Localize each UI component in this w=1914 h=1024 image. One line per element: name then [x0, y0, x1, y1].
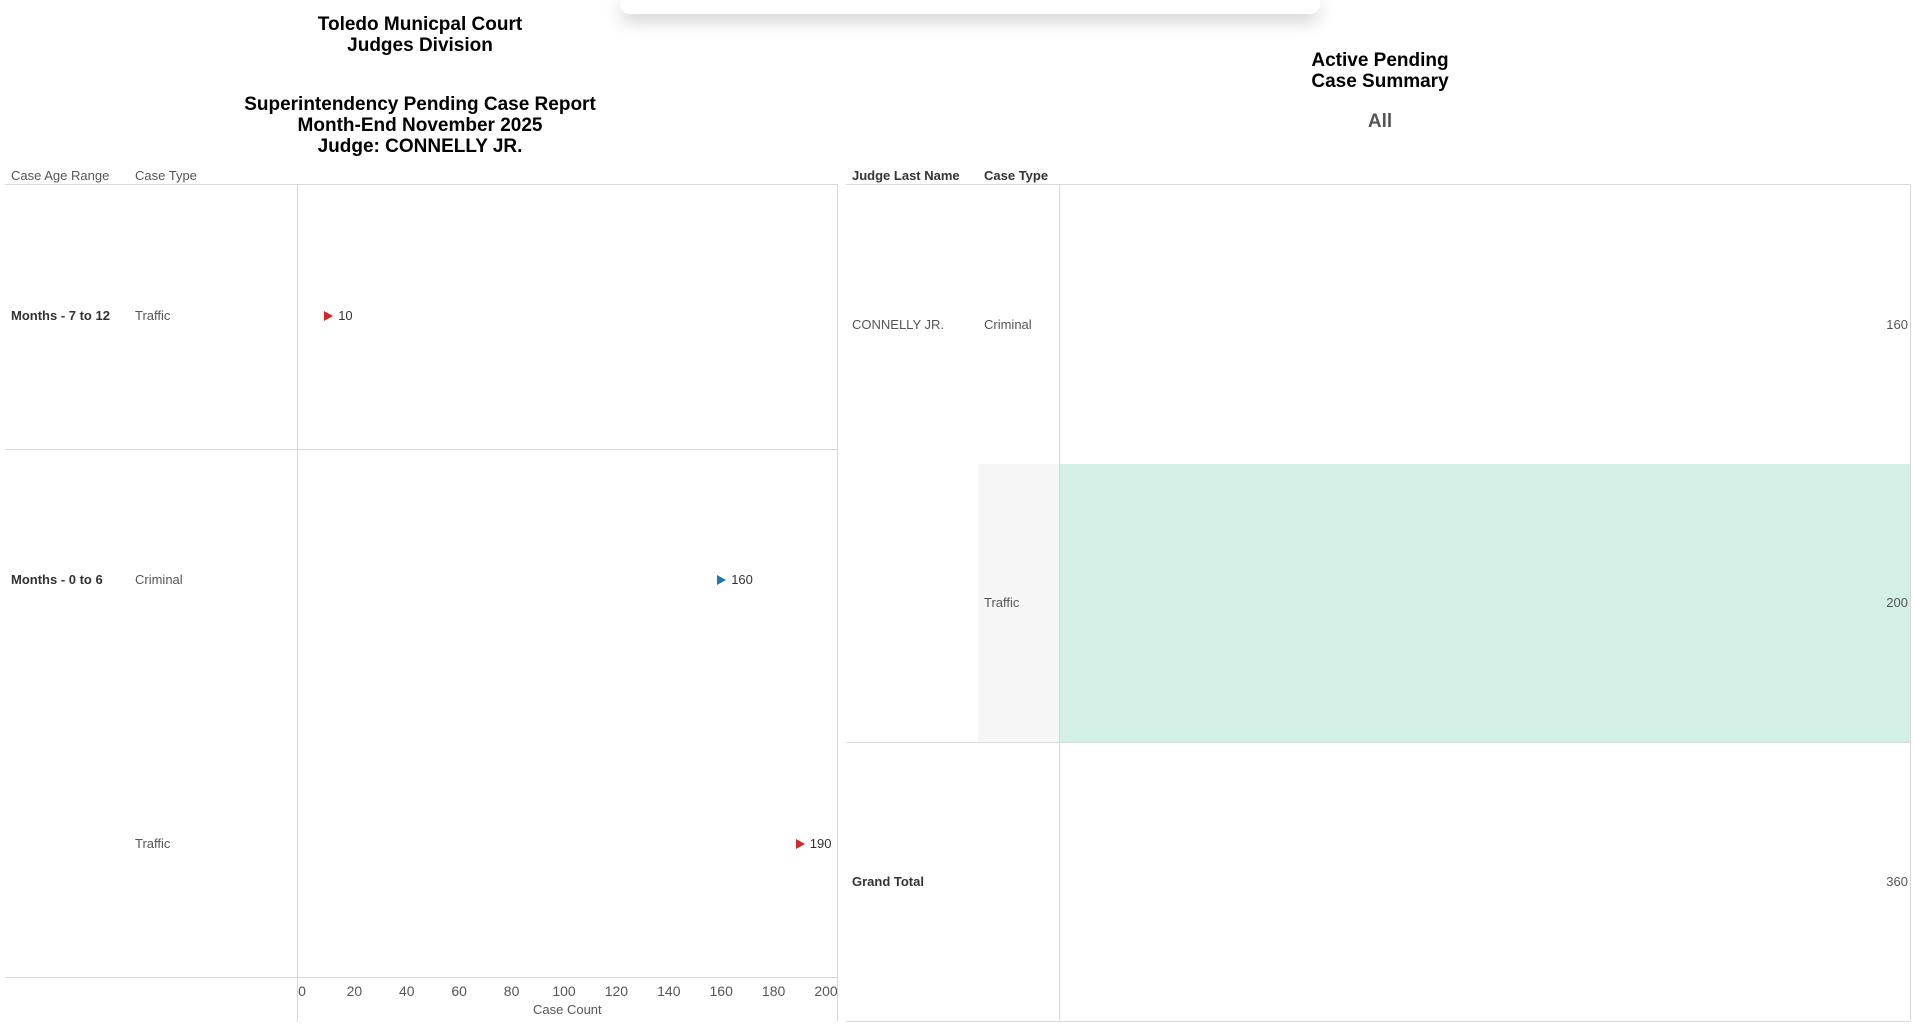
marker-row-1[interactable] — [324, 311, 334, 321]
summary-title-line-2: Case Summary — [1311, 71, 1449, 92]
selected-row-case-type-bg — [978, 464, 1060, 742]
header-judge-last-name[interactable]: Judge Last Name — [852, 168, 960, 183]
summary-title: Active Pending Case Summary — [1230, 50, 1530, 92]
subtitle-line-3: Judge: CONNELLY JR. — [317, 136, 523, 157]
marker-label-row-1: 10 — [338, 308, 353, 323]
report-title: Toledo Municpal Court Judges Division — [230, 14, 610, 56]
tick-label: 0 — [298, 983, 306, 999]
marker-label-row-2: 160 — [731, 572, 753, 587]
title-line-1: Toledo Municpal Court — [317, 14, 523, 35]
selected-row-highlight[interactable] — [1060, 464, 1910, 742]
right-outer-border — [1910, 184, 1911, 1022]
plot-left-border — [297, 184, 298, 1022]
row-1-age-range[interactable]: Months - 7 to 12 — [11, 308, 110, 323]
summary-row-1-value[interactable]: 160 — [1886, 317, 1908, 332]
header-case-type[interactable]: Case Type — [135, 168, 197, 183]
summary-title-line-1: Active Pending — [1311, 50, 1449, 71]
row-2-age-range[interactable]: Months - 0 to 6 — [11, 572, 103, 587]
marker-row-3[interactable] — [795, 839, 805, 849]
summary-row-1-case-type[interactable]: Criminal — [984, 317, 1032, 332]
row-3-case-type[interactable]: Traffic — [135, 836, 171, 851]
right-grid-bottom — [846, 1021, 1910, 1022]
summary-row-2-value[interactable]: 200 — [1886, 595, 1908, 610]
left-grid-bottom — [5, 977, 838, 978]
subtitle-line-1: Superintendency Pending Case Report — [244, 94, 596, 115]
summary-judge-name[interactable]: CONNELLY JR. — [852, 317, 944, 332]
tick-label: 80 — [503, 983, 520, 999]
title-line-2: Judges Division — [347, 35, 493, 56]
row-2-case-type[interactable]: Criminal — [135, 572, 183, 587]
right-grid-top — [846, 184, 1910, 185]
tick-label: 180 — [761, 983, 786, 999]
tick-label: 40 — [399, 983, 415, 999]
judge-filter-value[interactable]: All — [1367, 111, 1393, 132]
subtitle-line-2: Month-End November 2025 — [297, 115, 543, 136]
summary-row-2-case-type[interactable]: Traffic — [984, 595, 1020, 610]
right-value-column-border — [1059, 184, 1060, 1022]
tick-label: 140 — [657, 983, 681, 999]
tick-label: 200 — [814, 983, 838, 999]
tick-label: 60 — [451, 983, 467, 999]
tick-label: 160 — [709, 983, 733, 999]
tick-label: 20 — [346, 983, 363, 999]
grand-total-value: 360 — [1886, 874, 1908, 889]
grand-total-label: Grand Total — [852, 874, 924, 889]
tick-label: 120 — [604, 983, 629, 999]
x-axis-title: Case Count — [533, 1002, 602, 1017]
header-case-age-range[interactable]: Case Age Range — [11, 168, 110, 183]
plot-right-border — [837, 184, 838, 1022]
row-1-case-type[interactable]: Traffic — [135, 308, 171, 323]
left-grid-row-divider — [5, 449, 838, 450]
marker-row-2[interactable] — [717, 575, 727, 585]
header-summary-case-type[interactable]: Case Type — [984, 168, 1049, 183]
report-subtitle: Superintendency Pending Case Report Mont… — [190, 94, 650, 157]
left-grid-top — [5, 184, 838, 185]
right-grid-total-divider — [846, 742, 1910, 743]
tick-label: 100 — [552, 983, 576, 999]
top-shadow-bar — [620, 0, 1320, 14]
marker-label-row-3: 190 — [809, 836, 832, 851]
